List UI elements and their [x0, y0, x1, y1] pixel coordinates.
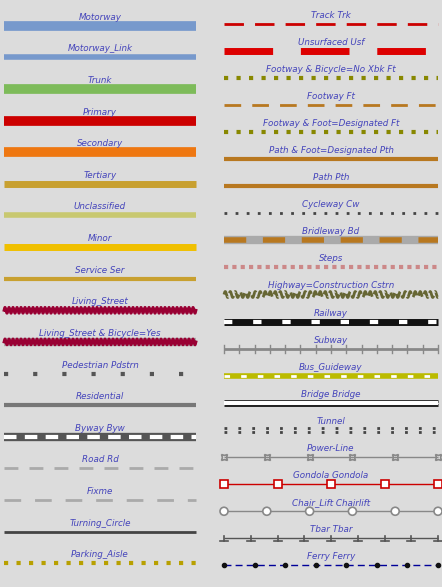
Text: Footway & Foot=Designated Ft: Footway & Foot=Designated Ft — [263, 119, 399, 128]
Text: Bridleway Bd: Bridleway Bd — [302, 227, 359, 237]
Text: Footway Ft: Footway Ft — [307, 92, 355, 101]
Text: Subway: Subway — [314, 336, 348, 345]
Text: Ferry Ferry: Ferry Ferry — [307, 552, 355, 561]
Text: Motorway: Motorway — [79, 13, 122, 22]
Bar — [274, 480, 282, 488]
Circle shape — [391, 507, 399, 515]
Text: Chair_Lift Chairlift: Chair_Lift Chairlift — [292, 498, 370, 507]
Text: Steps: Steps — [319, 254, 343, 264]
Text: Residential: Residential — [76, 392, 124, 401]
Text: Path Pth: Path Pth — [313, 173, 349, 182]
Text: Motorway_Link: Motorway_Link — [68, 45, 133, 53]
Text: Railway: Railway — [314, 309, 348, 318]
Text: Tertiary: Tertiary — [84, 171, 117, 180]
Text: Bus_Guideway: Bus_Guideway — [299, 363, 363, 372]
Text: Parking_Aisle: Parking_Aisle — [71, 550, 129, 559]
Text: Footway & Bicycle=No Xbk Ft: Footway & Bicycle=No Xbk Ft — [266, 65, 396, 74]
Text: Fixme: Fixme — [87, 487, 113, 496]
Text: Road Rd: Road Rd — [82, 456, 118, 464]
Text: Power-Line: Power-Line — [307, 444, 355, 453]
Circle shape — [220, 507, 228, 515]
Text: Tunnel: Tunnel — [316, 417, 345, 426]
Text: Living_Street: Living_Street — [72, 297, 128, 306]
Bar — [327, 480, 335, 488]
Text: Unsurfaced Usf: Unsurfaced Usf — [298, 38, 364, 46]
Bar — [220, 480, 228, 488]
Circle shape — [305, 507, 314, 515]
Text: Minor: Minor — [88, 234, 112, 243]
Circle shape — [434, 507, 442, 515]
Text: Living_Street & Bicycle=Yes: Living_Street & Bicycle=Yes — [39, 329, 161, 338]
Text: Cycleway Cw: Cycleway Cw — [302, 200, 360, 209]
Text: Byway Byw: Byway Byw — [75, 424, 125, 433]
Bar — [381, 480, 389, 488]
Text: Secondary: Secondary — [77, 139, 123, 149]
Circle shape — [348, 507, 356, 515]
Text: Path & Foot=Designated Pth: Path & Foot=Designated Pth — [269, 146, 393, 155]
Text: Trunk: Trunk — [88, 76, 112, 85]
Text: Primary: Primary — [83, 107, 117, 117]
Text: Pedestrian Pdstrn: Pedestrian Pdstrn — [61, 360, 138, 370]
Text: Gondola Gondola: Gondola Gondola — [293, 471, 369, 480]
Circle shape — [263, 507, 271, 515]
Text: Bridge Bridge: Bridge Bridge — [301, 390, 361, 399]
Text: Turning_Circle: Turning_Circle — [69, 518, 131, 528]
Bar — [434, 480, 442, 488]
Text: Service Ser: Service Ser — [75, 266, 125, 275]
Text: Unclassified: Unclassified — [74, 203, 126, 211]
Text: Highway=Construction Cstrn: Highway=Construction Cstrn — [268, 282, 394, 291]
Text: Tbar Tbar: Tbar Tbar — [310, 525, 352, 534]
Text: Track Trk: Track Trk — [311, 11, 351, 19]
